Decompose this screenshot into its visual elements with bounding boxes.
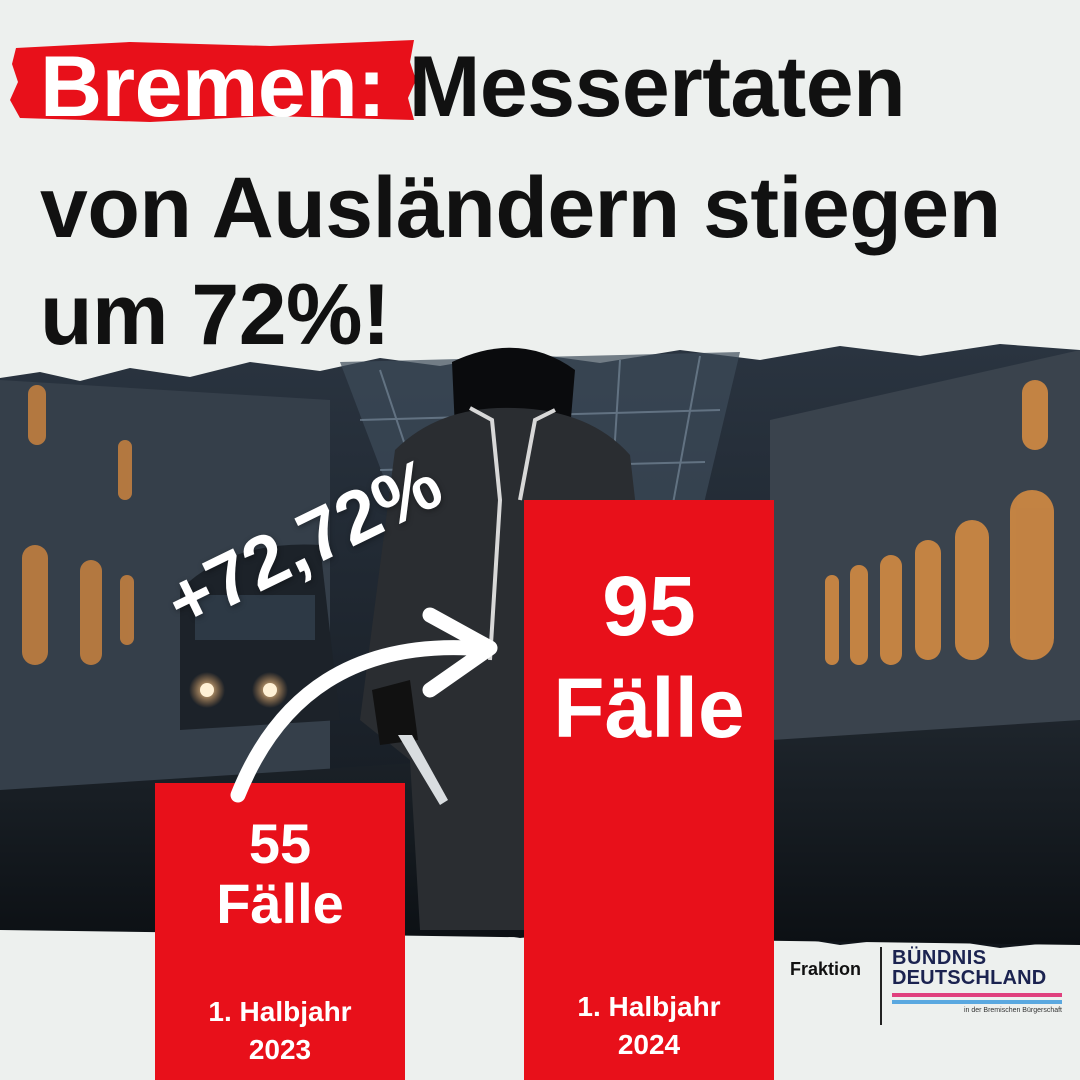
logo-subline: in der Bremischen Bürgerschaft (963, 1007, 1062, 1014)
bar-2023: 55 Fälle 1. Halbjahr 2023 (155, 783, 405, 1080)
bar-2023-unit: Fälle (216, 872, 344, 935)
bar-2024-category-line-1: 1. Halbjahr (577, 991, 721, 1022)
logo-line-1: BÜNDNIS (892, 947, 987, 969)
bar-2023-category-line-2: 2023 (248, 1033, 312, 1065)
bar-2023-category: 1. Halbjahr 2023 (155, 993, 405, 1069)
headline-highlight-word: Bremen: (40, 39, 386, 135)
bar-2024-value: 95 (602, 559, 696, 653)
logo-stripe-blue (892, 1000, 1062, 1004)
bar-2024-category-line-2: 2024 (617, 1028, 681, 1060)
bar-2024: 95 Fälle 1. Halbjahr 2024 (524, 500, 774, 1080)
logo-divider (880, 947, 882, 1025)
headline-line-1: Bremen: Messertaten (40, 44, 906, 130)
headline-line-3: um 72%! (40, 267, 391, 363)
logo-stripe-pink (892, 993, 1062, 997)
bar-2023-category-line-1: 1. Halbjahr (208, 996, 352, 1027)
bar-2023-value: 55 (248, 812, 312, 875)
logo-line-2: DEUTSCHLAND (892, 967, 1047, 989)
headline-line-2: von Ausländern stiegen (40, 160, 1001, 256)
red-brush-highlight (10, 40, 416, 122)
bar-2024-unit: Fälle (553, 661, 745, 755)
headline: Bremen: Messertaten von Ausländern stieg… (0, 0, 1080, 380)
party-logo: Fraktion BÜNDNIS DEUTSCHLAND in der Brem… (790, 945, 1070, 1030)
logo-prefix: Fraktion (790, 959, 862, 979)
bar-2024-category: 1. Halbjahr 2024 (524, 988, 774, 1064)
headline-line-1-rest: Messertaten (408, 39, 906, 135)
